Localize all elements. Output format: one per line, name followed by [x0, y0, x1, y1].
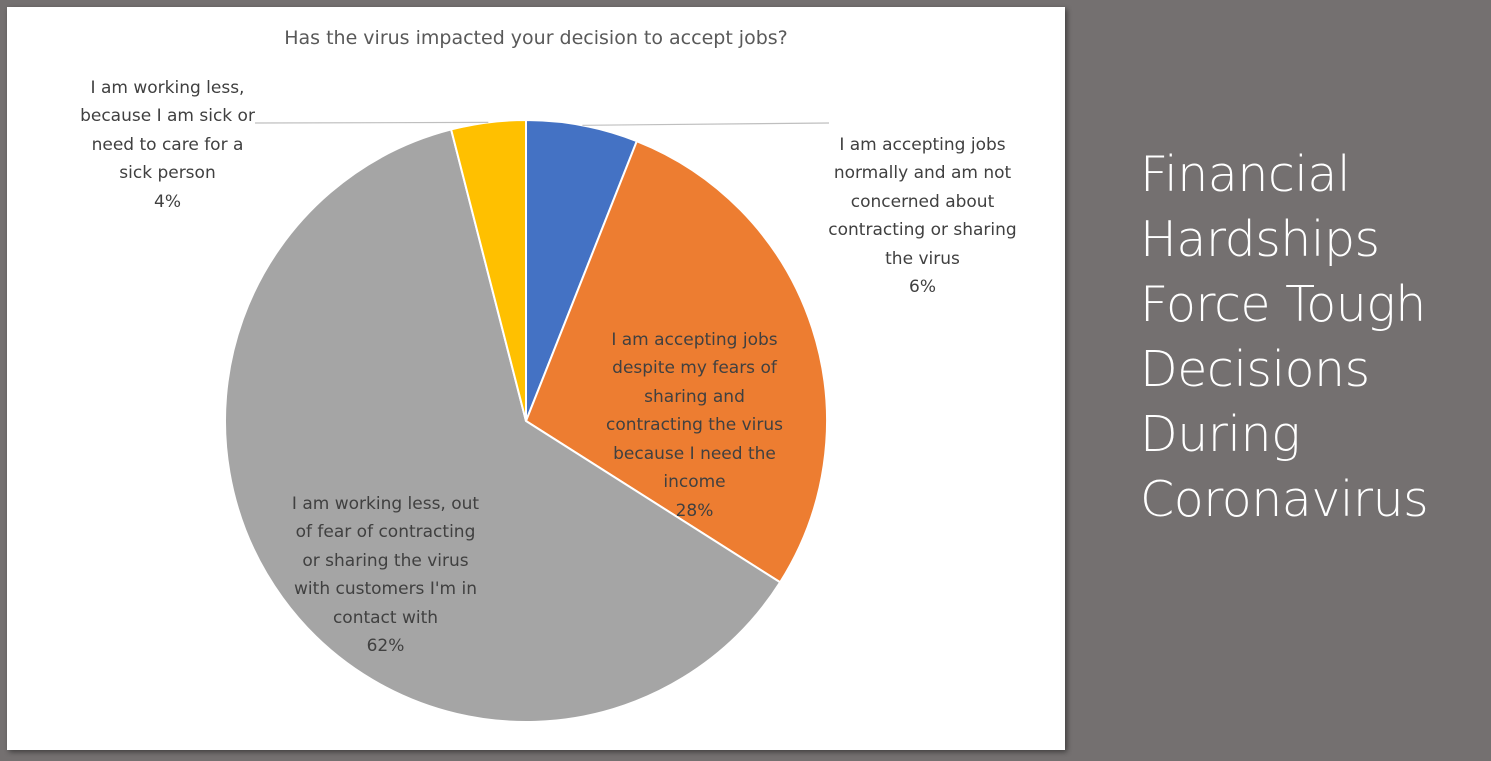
slice-label-text: I am working less, because I am sick or …	[80, 77, 255, 184]
leader-line-accepting-normally	[582, 122, 830, 126]
pie-chart	[224, 118, 830, 723]
slide-title: Financial Hardships Force Tough Decision…	[1140, 146, 1429, 528]
slice-label-text: I am working less, out of fear of contra…	[291, 493, 480, 628]
chart-panel: Has the virus impacted your decision to …	[7, 7, 1065, 750]
slice-label-accepting-normally: I am accepting jobs normally and am not …	[825, 102, 1020, 330]
slice-percent: 28%	[675, 500, 714, 521]
slice-label-text: I am accepting jobs normally and am not …	[828, 134, 1017, 269]
slice-accepting-despite-fears	[524, 139, 828, 584]
slice-percent: 4%	[154, 191, 181, 212]
slice-percent: 62%	[366, 636, 405, 656]
chart-title: Has the virus impacted your decision to …	[284, 27, 788, 49]
slice-working-less-fear	[224, 128, 782, 723]
slice-label-working-less-sick: I am working less, because I am sick or …	[75, 45, 260, 245]
slice-label-accepting-despite-fears: I am accepting jobs despite my fears of …	[597, 297, 792, 554]
slice-label-working-less-fear: I am working less, out of fear of contra…	[288, 461, 483, 689]
slice-percent: 6%	[909, 277, 936, 297]
slice-label-text: I am accepting jobs despite my fears of …	[605, 329, 783, 493]
leader-line-working-less-sick	[254, 121, 489, 124]
